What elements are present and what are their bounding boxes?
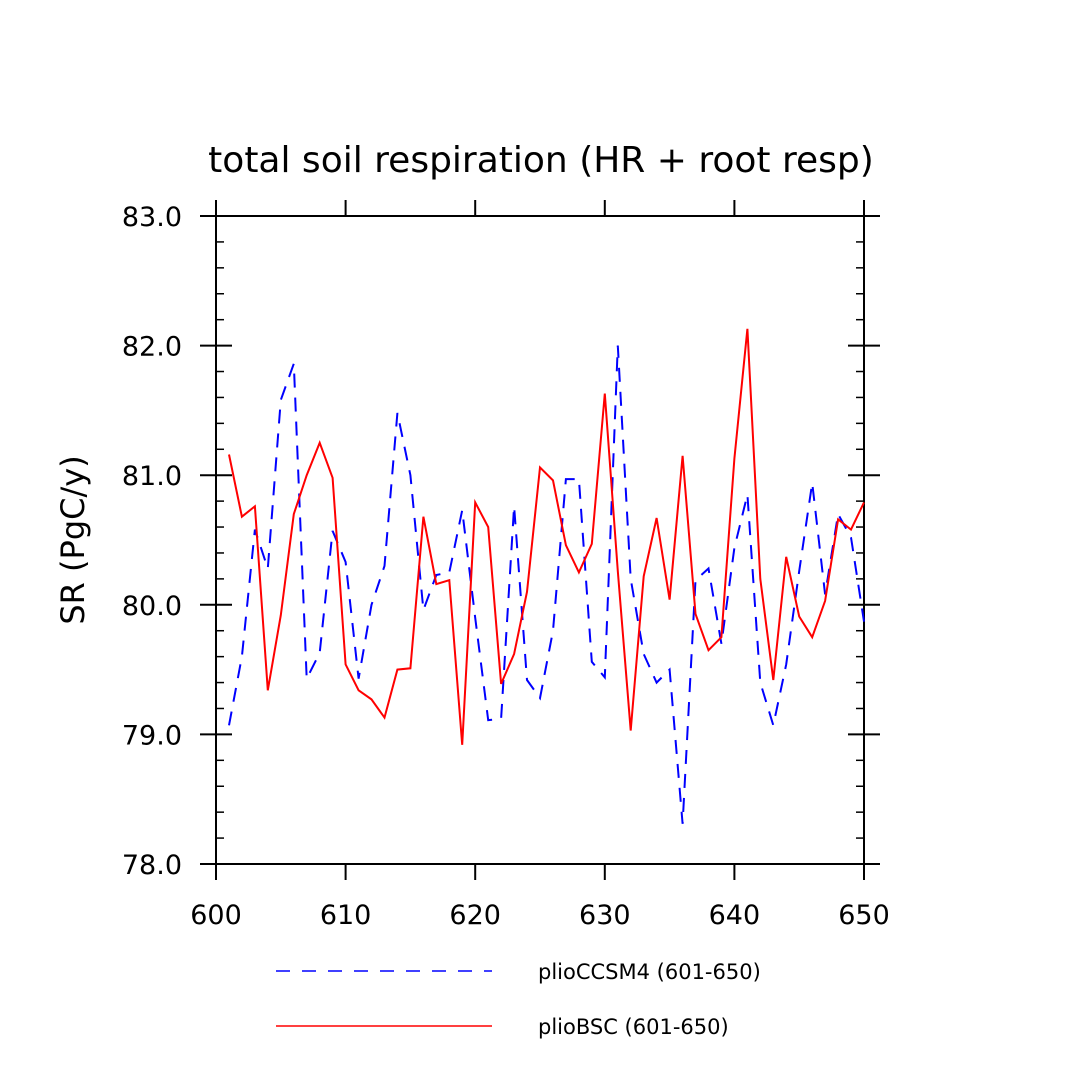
y-tick-label: 83.0 xyxy=(122,202,182,233)
legend-label-0: plioCCSM4 (601-650) xyxy=(538,960,761,984)
y-tick-label: 79.0 xyxy=(122,720,182,751)
plot-frame xyxy=(215,215,865,865)
y-tick-label: 82.0 xyxy=(122,332,182,363)
y-tick-label: 80.0 xyxy=(122,591,182,622)
x-tick-label: 640 xyxy=(709,900,761,931)
y-tick-label: 78.0 xyxy=(122,850,182,881)
legend-label-1: plioBSC (601-650) xyxy=(538,1015,729,1039)
y-tick-label: 81.0 xyxy=(122,461,182,492)
plot-area: 600 610 620 630 640 650 78.0 79.0 80.0 81.0 82.0 83… xyxy=(122,200,890,931)
x-tick-label: 650 xyxy=(838,900,890,931)
chart-title: total soil respiration (HR + root resp) xyxy=(208,140,874,181)
x-tick-label: 600 xyxy=(190,900,242,931)
series-line-0 xyxy=(228,345,865,824)
x-tick-label: 610 xyxy=(320,900,372,931)
series-line-1 xyxy=(228,328,865,745)
x-tick-label: 630 xyxy=(579,900,631,931)
x-tick-label: 620 xyxy=(449,900,501,931)
legend: plioCCSM4 (601-650) plioBSC (601-650) xyxy=(276,960,761,1039)
y-axis-label: SR (PgC/y) xyxy=(54,455,92,624)
